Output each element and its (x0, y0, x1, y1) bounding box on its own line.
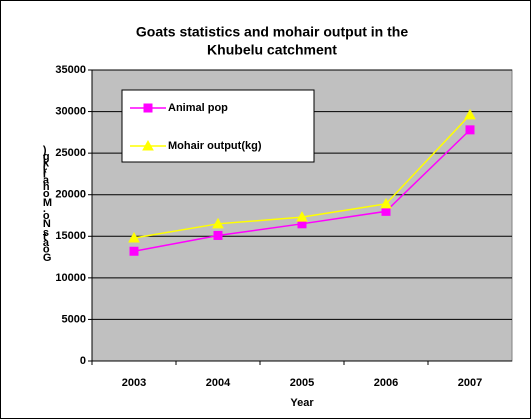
legend-label: Mohair output(kg) (168, 140, 262, 152)
x-tick-label: 2005 (290, 377, 314, 389)
x-tick-label: 2007 (458, 377, 482, 389)
data-point (213, 230, 223, 240)
x-axis-label: Year (290, 397, 314, 409)
data-point (129, 246, 139, 256)
x-tick-label: 2003 (122, 377, 146, 389)
x-tick-label: 2006 (374, 377, 398, 389)
y-tick-label: 20000 (55, 189, 86, 201)
y-tick-label: 25000 (55, 147, 86, 159)
data-point (128, 231, 140, 243)
data-point (212, 217, 224, 229)
x-tick-label: 2004 (206, 377, 231, 389)
y-tick-label: 10000 (55, 272, 86, 284)
data-point (296, 211, 308, 222)
data-point (380, 197, 392, 209)
legend-label: Animal pop (168, 102, 228, 114)
y-axis-label: Goats No. Mohair(kg) (43, 144, 52, 264)
y-tick-label: 30000 (55, 105, 86, 117)
legend-marker (143, 103, 153, 113)
y-tick-label: 35000 (55, 64, 86, 76)
data-point (465, 125, 475, 135)
legend-marker (142, 139, 154, 151)
chart-subtitle: Khubelu catchment (207, 42, 337, 58)
y-tick-label: 15000 (55, 230, 86, 242)
data-point (464, 108, 476, 120)
legend (121, 89, 315, 163)
y-tick-label: 0 (80, 355, 86, 367)
chart-title: Goats statistics and mohair output in th… (136, 24, 408, 40)
y-tick-label: 5000 (62, 313, 86, 325)
data-point (381, 206, 391, 216)
